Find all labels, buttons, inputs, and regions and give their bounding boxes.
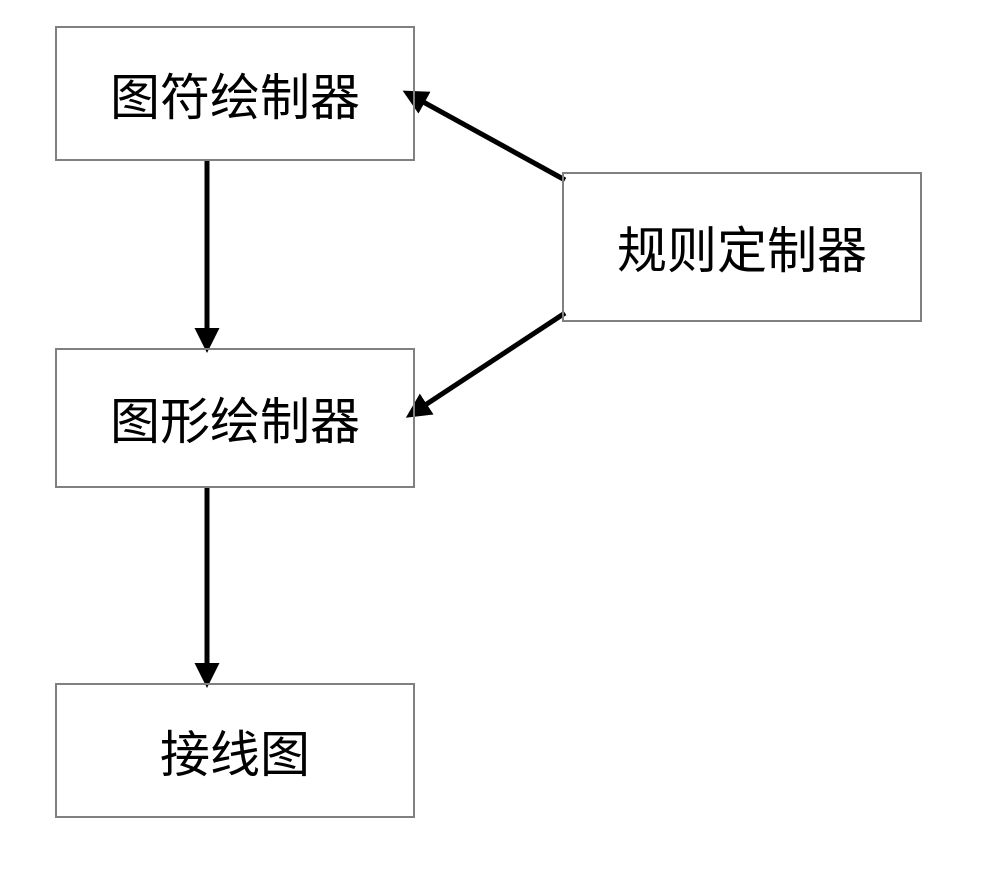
node-label: 图形绘制器 xyxy=(110,382,360,454)
node-label: 图符绘制器 xyxy=(110,58,360,130)
flowchart-edge-e4 xyxy=(410,313,565,415)
flowchart-node-n2: 规则定制器 xyxy=(562,172,922,322)
flowchart-diagram: 图符绘制器规则定制器图形绘制器接线图 xyxy=(0,0,1000,887)
node-label: 接线图 xyxy=(160,715,310,787)
flowchart-node-n3: 图形绘制器 xyxy=(55,348,415,488)
flowchart-node-n1: 图符绘制器 xyxy=(55,26,415,161)
flowchart-edge-e3 xyxy=(407,93,565,180)
flowchart-node-n4: 接线图 xyxy=(55,683,415,818)
node-label: 规则定制器 xyxy=(617,211,867,283)
